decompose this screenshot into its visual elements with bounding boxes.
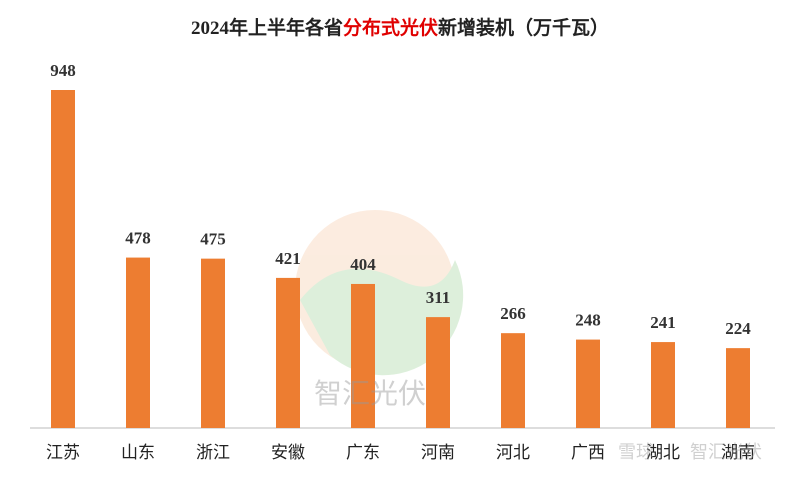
bar bbox=[501, 333, 525, 428]
bar bbox=[351, 283, 375, 428]
x-tick-label: 广西 bbox=[571, 443, 605, 463]
x-tick-label: 安徽 bbox=[271, 443, 305, 463]
x-tick-label: 广东 bbox=[346, 443, 380, 463]
value-label: 248 bbox=[575, 310, 601, 329]
bar bbox=[201, 258, 225, 428]
x-tick-label: 河北 bbox=[496, 443, 530, 463]
title-segment: 分布式光伏 bbox=[343, 16, 438, 39]
x-tick-label: 浙江 bbox=[196, 443, 230, 463]
value-label: 478 bbox=[125, 228, 151, 247]
x-tick-label: 山东 bbox=[121, 443, 155, 463]
value-label: 224 bbox=[725, 319, 751, 338]
value-label: 948 bbox=[50, 61, 76, 80]
title-segment: 2024年上半年各省 bbox=[191, 16, 343, 39]
bar bbox=[576, 339, 600, 428]
bar bbox=[726, 348, 750, 428]
chart-title: 2024年上半年各省分布式光伏新增装机（万千瓦） bbox=[191, 16, 609, 39]
x-tick-label: 湖北 bbox=[646, 443, 680, 463]
x-tick-label: 河南 bbox=[421, 443, 455, 463]
value-label: 311 bbox=[426, 288, 451, 307]
watermark: 智汇光伏 bbox=[690, 442, 762, 463]
value-label: 241 bbox=[650, 313, 676, 332]
x-tick-label: 湖南 bbox=[721, 443, 755, 463]
bar bbox=[276, 277, 300, 428]
value-label: 475 bbox=[200, 230, 226, 249]
bar bbox=[651, 342, 675, 428]
bar bbox=[51, 90, 75, 428]
bar bbox=[426, 317, 450, 428]
watermark: 智汇光伏 bbox=[314, 377, 426, 410]
title-segment: 新增装机（万千瓦） bbox=[438, 16, 609, 39]
x-tick-label: 江苏 bbox=[46, 443, 80, 463]
value-label: 421 bbox=[275, 249, 301, 268]
value-label: 404 bbox=[350, 255, 376, 274]
watermark: 雪球 bbox=[618, 442, 654, 463]
bar bbox=[126, 257, 150, 428]
value-label: 266 bbox=[500, 304, 526, 323]
